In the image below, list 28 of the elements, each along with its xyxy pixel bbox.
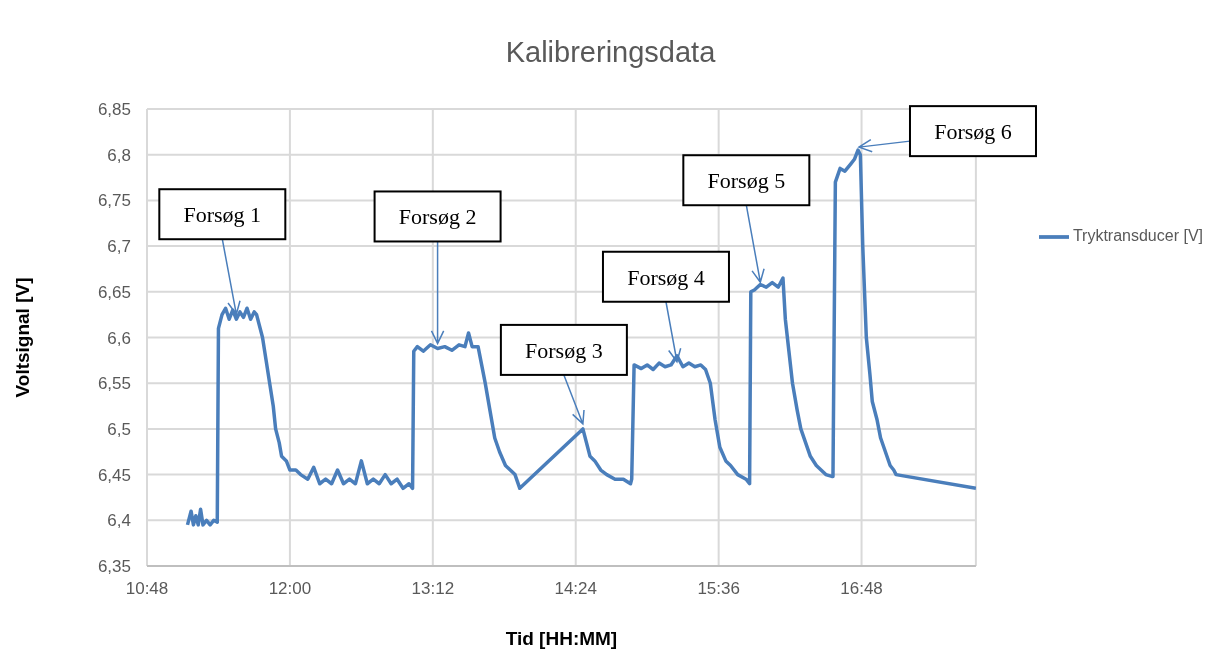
- chart-title: Kalibreringsdata: [504, 36, 717, 69]
- x-tick-label: 16:48: [840, 579, 883, 599]
- y-tick-label: 6,45: [97, 465, 131, 485]
- y-tick-label: 6,55: [97, 374, 131, 394]
- y-tick-label: 6,5: [107, 419, 131, 439]
- y-tick-label: 6,75: [97, 191, 131, 211]
- annotation: Forsøg 3: [525, 337, 603, 363]
- y-tick-label: 6,65: [97, 282, 131, 302]
- y-tick-label: 6,4: [107, 511, 131, 531]
- annotation: Forsøg 4: [627, 264, 705, 290]
- x-tick-label: 13:12: [411, 579, 455, 599]
- y-axis-title: Voltsignal [V]: [11, 277, 33, 398]
- x-tick-label: 12:00: [268, 579, 312, 599]
- x-axis-title: Tid [HH:MM]: [505, 628, 618, 649]
- y-tick-label: 6,8: [107, 145, 131, 165]
- annotation: Forsøg 6: [934, 119, 1012, 145]
- legend-label: Tryktransducer [V]: [1072, 227, 1203, 245]
- annotation: Forsøg 5: [707, 168, 786, 194]
- x-tick-label: 14:24: [554, 579, 598, 599]
- y-tick-label: 6,35: [97, 557, 131, 577]
- x-tick-label: 10:48: [125, 579, 169, 599]
- y-tick-label: 6,85: [97, 100, 131, 120]
- annotation: Forsøg 2: [398, 204, 477, 230]
- annotation: Forsøg 1: [183, 202, 262, 228]
- line-series: [185, 148, 976, 527]
- x-tick-label: 15:36: [697, 579, 740, 599]
- y-tick-label: 6,7: [107, 237, 131, 257]
- y-tick-label: 6,6: [107, 328, 131, 348]
